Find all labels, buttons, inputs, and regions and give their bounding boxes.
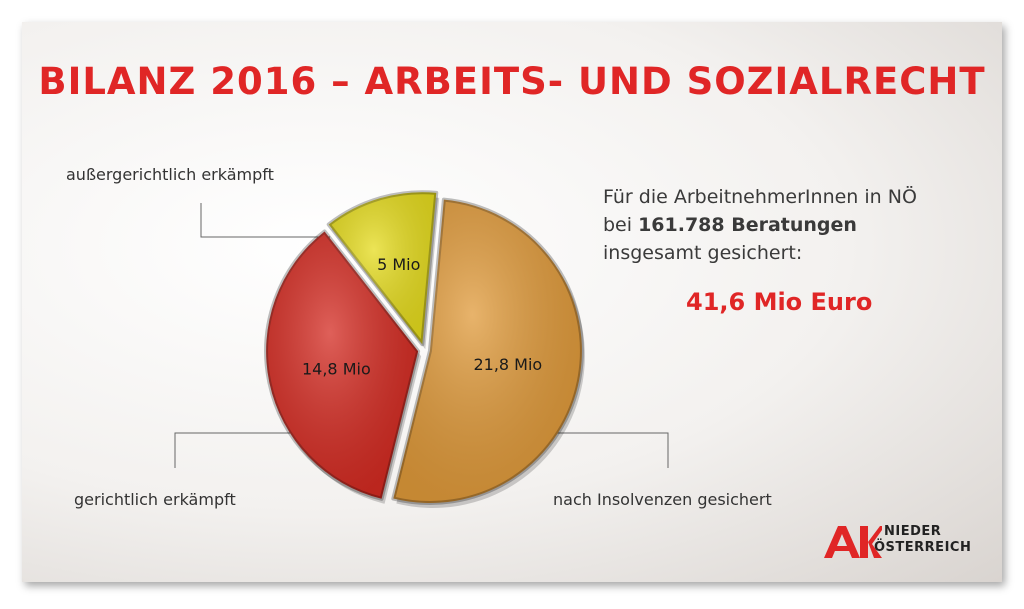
logo-word-1: NIEDER [884, 524, 942, 539]
slice-insolvency-value-label: 21,8 Mio [473, 355, 542, 374]
slice-court: 14,8 Mio [264, 229, 422, 504]
label-court: gerichtlich erkämpft [74, 490, 236, 509]
slice-court-gloss [266, 231, 419, 499]
slice-insolvency: 21,8 Mio [391, 197, 585, 509]
info-text: Für die ArbeitnehmerInnen in NÖ bei 161.… [603, 183, 917, 267]
slice-out-of-court: 5 Mio [326, 190, 440, 350]
info-line-1: Für die ArbeitnehmerInnen in NÖ [603, 186, 917, 208]
label-insolvency: nach Insolvenzen gesichert [553, 490, 772, 509]
ak-logo-mark [824, 526, 882, 558]
consultation-count: 161.788 Beratungen [638, 214, 857, 236]
slice-court-value-label: 14,8 Mio [302, 360, 371, 379]
label-out-of-court: außergerichtlich erkämpft [66, 165, 274, 184]
info-line-3: insgesamt gesichert: [603, 242, 803, 264]
leader-line-out-of-court [200, 203, 330, 238]
info-line-2: bei 161.788 Beratungen [603, 214, 857, 236]
leader-line-insolvency [540, 432, 669, 468]
ak-logo: NIEDER ÖSTERREICH [822, 518, 982, 566]
page-title: BILANZ 2016 – ARBEITS- UND SOZIALRECHT [38, 60, 986, 103]
slice-out-of-court-gloss [328, 192, 437, 345]
logo-word-2: ÖSTERREICH [874, 540, 972, 555]
leader-line-court [174, 432, 290, 468]
total-amount: 41,6 Mio Euro [686, 288, 873, 316]
slice-out-of-court-value-label: 5 Mio [377, 255, 420, 274]
slice-insolvency-gloss [393, 199, 582, 504]
